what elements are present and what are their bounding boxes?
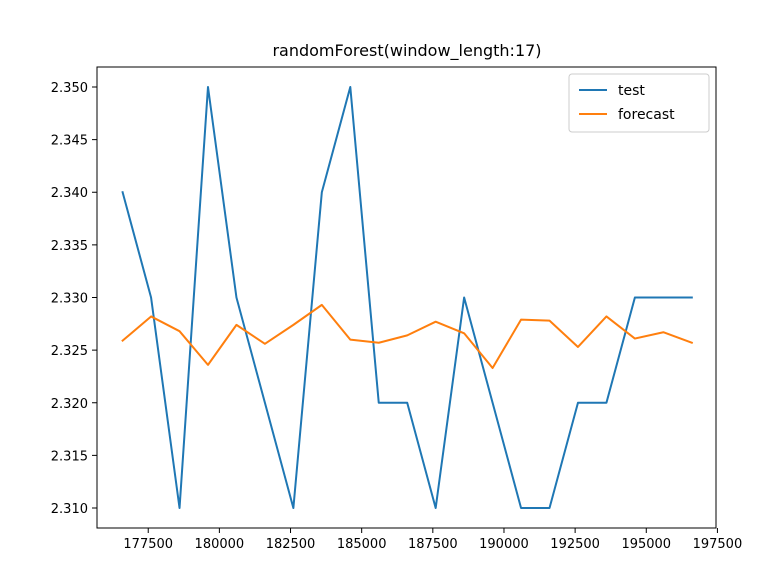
axes-frame xyxy=(96,66,717,529)
x-tick-label: 177500 xyxy=(123,537,173,552)
y-tick-label: 2.350 xyxy=(51,81,88,96)
y-tick-label: 2.320 xyxy=(51,397,88,412)
y-tick-label: 2.325 xyxy=(51,344,88,359)
y-tick-label: 2.330 xyxy=(51,292,88,307)
y-axis: 2.310 2.315 2.320 2.325 2.330 2.335 2.340 2.345… xyxy=(51,81,97,517)
plot-area xyxy=(121,86,694,509)
y-tick-label: 2.345 xyxy=(51,134,88,149)
x-tick-label: 185000 xyxy=(337,537,387,552)
y-tick-label: 2.315 xyxy=(51,449,88,464)
x-tick-label: 187500 xyxy=(408,537,458,552)
y-tick-label: 2.340 xyxy=(51,186,88,201)
legend-label-forecast: forecast xyxy=(618,107,675,123)
series-line-test xyxy=(121,86,693,509)
x-tick-label: 195000 xyxy=(621,537,671,552)
x-tick-label: 182500 xyxy=(266,537,316,552)
legend-label-test: test xyxy=(618,83,645,99)
legend: test forecast xyxy=(568,73,710,133)
legend-box xyxy=(568,73,710,133)
x-tick-label: 180000 xyxy=(195,537,245,552)
y-tick-label: 2.335 xyxy=(51,239,88,254)
y-tick-label: 2.310 xyxy=(51,502,88,517)
x-axis: 177500 180000 182500 185000 187500 190000 1925… xyxy=(123,528,742,552)
x-tick-label: 190000 xyxy=(479,537,529,552)
x-tick-label: 197500 xyxy=(693,537,743,552)
series-line-forecast xyxy=(121,303,694,370)
chart-title: randomForest(window_length:17) xyxy=(272,41,541,61)
x-tick-label: 192500 xyxy=(550,537,600,552)
